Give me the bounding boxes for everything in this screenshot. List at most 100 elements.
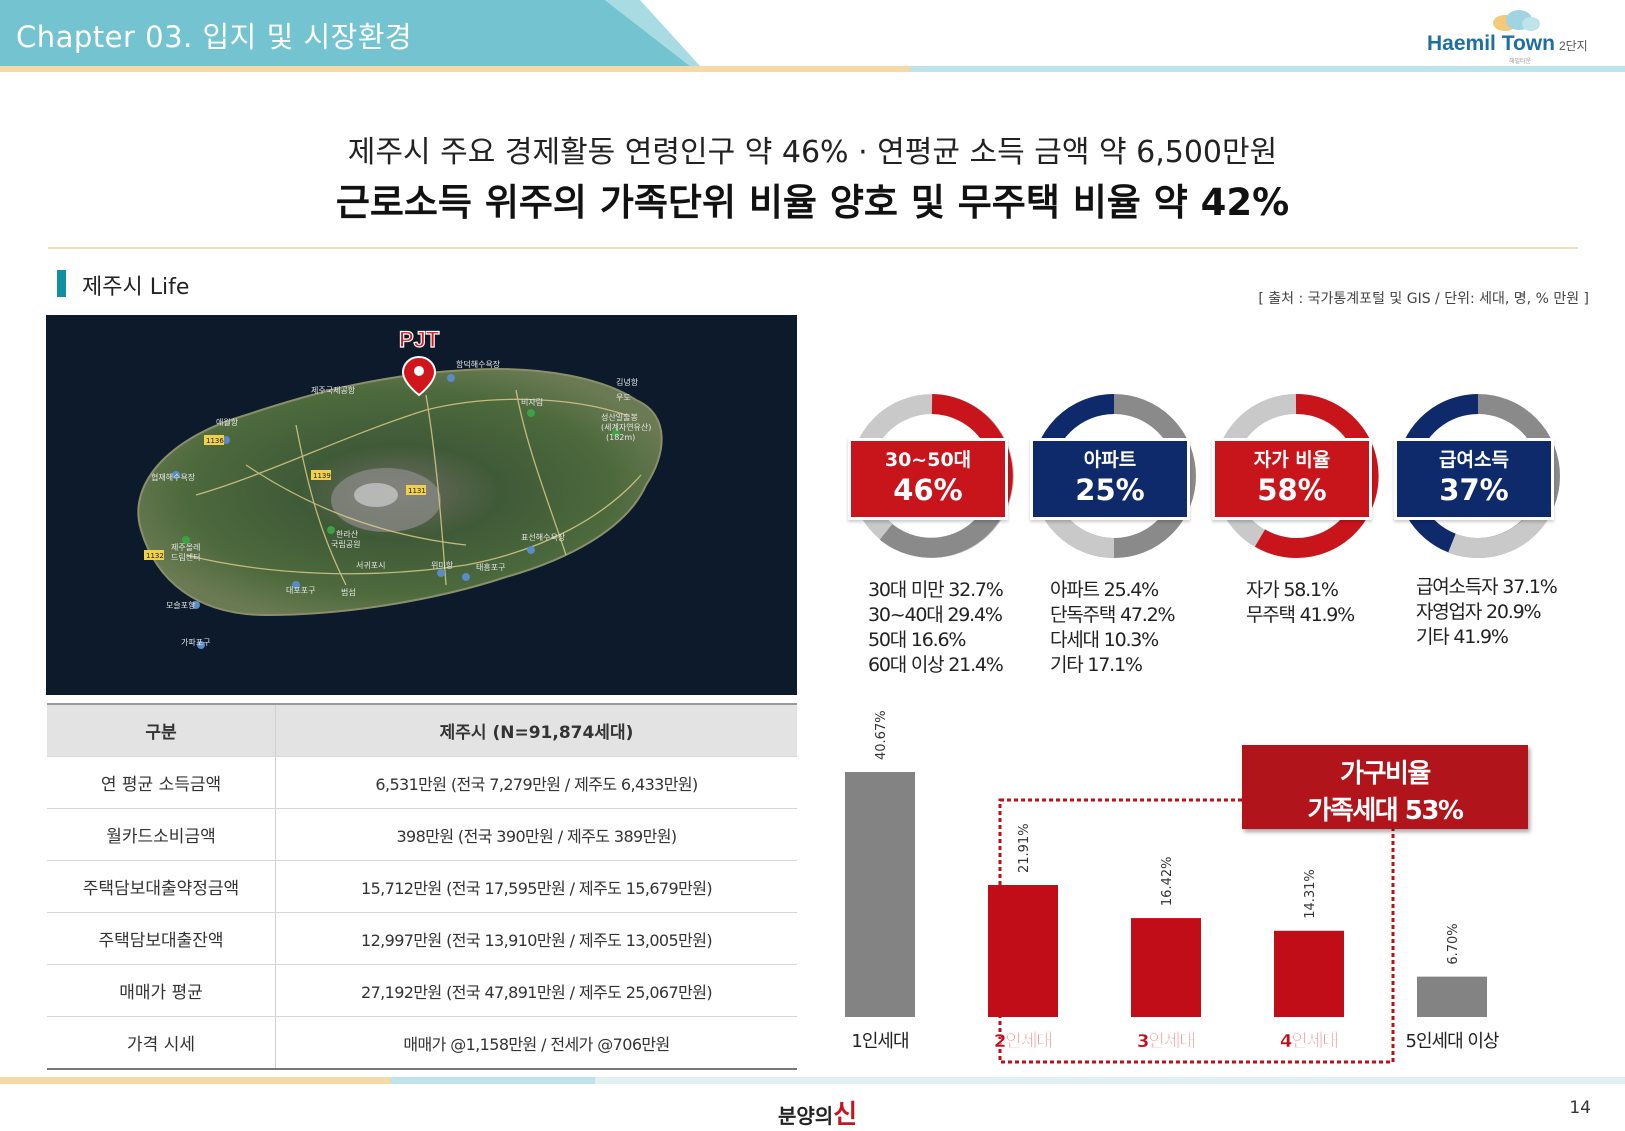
logo-suffix: 2단지 xyxy=(1558,39,1588,53)
map-label: 대포포구 xyxy=(286,586,315,595)
table-header-row: 구분 제주시 (N=91,874세대) xyxy=(47,703,797,757)
donut-label-box: 아파트 25% xyxy=(1030,438,1190,520)
map-label: 국립공원 xyxy=(331,540,360,549)
donut-key: 급여소득 xyxy=(1439,449,1509,471)
footer-stripe xyxy=(595,1077,1625,1084)
map-label: 드림센터 xyxy=(171,552,200,562)
chapter-title: Chapter 03. 입지 및 시장환경 xyxy=(16,20,413,54)
bar-value-label: 6.70% xyxy=(1446,923,1461,964)
svg-text:1131: 1131 xyxy=(408,487,426,495)
table-row: 월카드소비금액 398만원 (전국 390만원 / 제주도 389만원) xyxy=(47,808,797,861)
source-note: [ 출처 : 국가통계포털 및 GIS / 단위: 세대, 명, % 만원 ] xyxy=(1258,291,1589,307)
map-label: (세계자연유산) xyxy=(601,422,651,432)
jeju-satellite-map: 제주국제공항 함덕해수욕장 애월항 협재해수욕장 성산일출봉 (세계자연유산) … xyxy=(46,315,797,695)
donut-legend-age: 30대 미만 32.7% 30~40대 29.4% 50대 16.6% 60대 … xyxy=(868,578,1004,678)
bar-value-label: 21.91% xyxy=(1017,823,1032,873)
map-label: 한라산 xyxy=(336,529,359,539)
table-row: 주택담보대출잔액 12,997만원 (전국 13,910만원 / 제주도 13,0… xyxy=(47,912,797,965)
bar xyxy=(1131,918,1201,1017)
legend-item: 50대 16.6% xyxy=(868,629,966,651)
bar xyxy=(988,885,1058,1017)
category-label: 4인세대 xyxy=(1280,1031,1339,1052)
category-label: 1인세대 xyxy=(851,1031,908,1052)
row-label: 주택담보대출잔액 xyxy=(47,912,276,965)
header-underline-teal xyxy=(910,66,1625,72)
project-pin-icon xyxy=(401,355,437,397)
map-label: 가파포구 xyxy=(181,638,210,647)
row-value: 27,192만원 (전국 47,891만원 / 제주도 25,067만원) xyxy=(275,964,797,1017)
map-label: 태흥포구 xyxy=(476,562,505,572)
bar xyxy=(845,772,915,1017)
map-label: 성산일출봉 xyxy=(601,412,638,422)
map-label: 서귀포시 xyxy=(356,560,385,570)
legend-item: 무주택 41.9% xyxy=(1246,604,1355,626)
row-label: 주택담보대출약정금액 xyxy=(47,860,276,913)
donut-housing: 아파트 25% xyxy=(1028,390,1200,562)
legend-item: 기타 17.1% xyxy=(1050,654,1143,676)
bar xyxy=(1417,976,1487,1017)
category-label: 2인세대 xyxy=(994,1031,1053,1052)
page-headline: 근로소득 위주의 가족단위 비율 양호 및 무주택 비율 약 42% xyxy=(335,181,1290,224)
legend-item: 아파트 25.4% xyxy=(1050,579,1159,601)
legend-item: 자가 58.1% xyxy=(1246,579,1339,601)
footer-logo-accent: 신 xyxy=(833,1100,858,1130)
map-label: 표선해수욕장 xyxy=(521,532,566,542)
bar-value-label: 16.42% xyxy=(1160,857,1175,907)
household-bar-chart: 40.67% 1인세대 21.91% 2인세대 16.42% 3인세대 14.31% 4인세대… xyxy=(845,710,1500,1064)
donut-value: 58% xyxy=(1257,473,1327,507)
legend-item: 다세대 10.3% xyxy=(1050,629,1159,651)
row-value: 6,531만원 (전국 7,279만원 / 제주도 6,433만원) xyxy=(275,756,797,809)
legend-item: 자영업자 20.9% xyxy=(1416,601,1542,623)
map-label: 함덕해수욕장 xyxy=(456,359,501,369)
table-row: 매매가 평균 27,192만원 (전국 47,891만원 / 제주도 25,067… xyxy=(47,964,797,1017)
table-header: 구분 xyxy=(47,703,276,757)
legend-item: 60대 이상 21.4% xyxy=(868,654,1004,676)
income-table: 구분 제주시 (N=91,874세대) 연 평균 소득금액 6,531만원 (전국… xyxy=(47,703,797,1070)
donut-key: 자가 비율 xyxy=(1253,449,1331,471)
bar xyxy=(1274,930,1344,1017)
footer-stripe xyxy=(0,1077,390,1084)
map-label: 협재해수욕장 xyxy=(151,472,196,482)
donut-age: 30~50대 46% xyxy=(846,390,1018,562)
svg-text:1132: 1132 xyxy=(146,552,164,560)
map-label: 애월항 xyxy=(216,417,239,427)
logo-brand: Haemil Town xyxy=(1427,32,1555,55)
table-header: 제주시 (N=91,874세대) xyxy=(275,703,797,757)
donut-legend-ownership: 자가 58.1% 무주택 41.9% xyxy=(1246,578,1355,628)
footer-stripe xyxy=(390,1077,595,1084)
donut-value: 37% xyxy=(1439,473,1509,507)
family-ratio-box: 가구비율 가족세대 53% xyxy=(1242,745,1528,829)
map-label: 범섬 xyxy=(341,587,356,597)
cloud-icon xyxy=(1493,10,1540,31)
row-label: 연 평균 소득금액 xyxy=(47,756,276,809)
header-underline-beige xyxy=(0,66,910,72)
bar-value-label: 14.31% xyxy=(1303,869,1318,919)
legend-item: 30대 미만 32.7% xyxy=(868,579,1004,601)
map-label: (182m) xyxy=(606,433,635,442)
table-row: 가격 시세 매매가 @1,158만원 / 전세가 @706만원 xyxy=(47,1016,797,1070)
section-marker xyxy=(57,270,66,297)
legend-item: 단독주택 47.2% xyxy=(1050,604,1176,626)
donut-ownership: 자가 비율 58% xyxy=(1210,390,1382,562)
svg-text:1136: 1136 xyxy=(206,437,224,445)
table-row: 주택담보대출약정금액 15,712만원 (전국 17,595만원 / 제주도 15… xyxy=(47,860,797,913)
donut-legend-income: 급여소득자 37.1% 자영업자 20.9% 기타 41.9% xyxy=(1416,575,1558,650)
row-label: 월카드소비금액 xyxy=(47,808,276,861)
donut-value: 25% xyxy=(1075,473,1145,507)
page-subtitle: 제주시 주요 경제활동 연령인구 약 46% · 연평균 소득 금액 약 6,5… xyxy=(347,135,1278,170)
footer-logo: 분양의신 xyxy=(778,1094,857,1131)
legend-item: 급여소득자 37.1% xyxy=(1416,576,1558,598)
bar-value-label: 40.67% xyxy=(874,710,889,760)
legend-item: 기타 41.9% xyxy=(1416,626,1509,648)
svg-text:1139: 1139 xyxy=(313,472,331,480)
pin-label: PJT xyxy=(399,327,440,352)
family-box-line1: 가구비율 xyxy=(1340,759,1431,789)
donut-legend-housing: 아파트 25.4% 단독주택 47.2% 다세대 10.3% 기타 17.1% xyxy=(1050,578,1176,678)
logo-tag: 해밀타운 xyxy=(1509,58,1532,65)
divider xyxy=(48,247,1578,249)
category-label: 3인세대 xyxy=(1137,1031,1196,1052)
row-value: 12,997만원 (전국 13,910만원 / 제주도 13,005만원) xyxy=(275,912,797,965)
family-box-line2: 가족세대 53% xyxy=(1307,796,1464,826)
map-label: 김녕항 xyxy=(616,377,639,387)
page-number: 14 xyxy=(1569,1098,1591,1118)
